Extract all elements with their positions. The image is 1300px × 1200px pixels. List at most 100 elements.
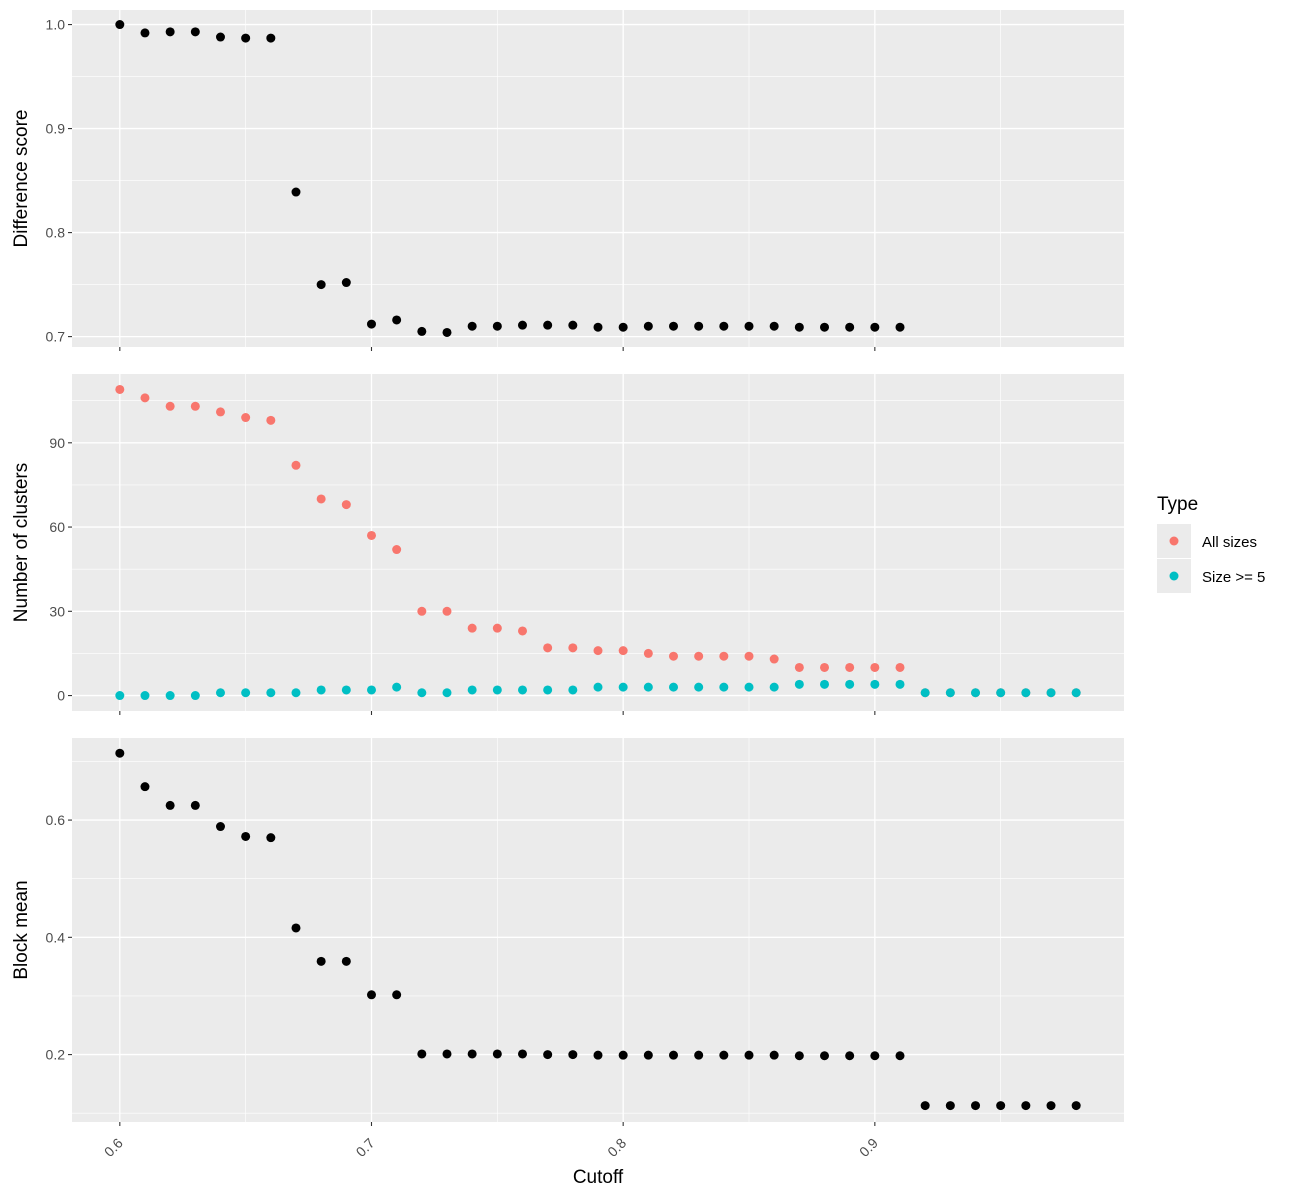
data-point [291,460,301,470]
y-tick-label: 0.8 [46,225,66,241]
data-point [618,1050,628,1060]
data-point [341,956,351,966]
y-tick-label: 30 [49,603,65,619]
panel-3: 0.2 0.4 0.6 0.6 0.7 0.8 0.9 Block mean [11,738,1124,1160]
legend-key-all-sizes [1169,536,1179,546]
data-point [215,822,225,832]
x-axis-title: Cutoff [573,1167,624,1188]
data-point [190,691,200,701]
data-point [467,685,477,695]
data-point [467,623,477,633]
data-point [115,748,125,758]
data-point [215,688,225,698]
data-point [543,320,553,330]
data-point [1071,688,1081,698]
data-point [366,530,376,540]
data-point [694,682,704,692]
y-tick-label: 0.9 [46,121,66,137]
legend-label-all-sizes: All sizes [1202,534,1257,551]
data-point [769,321,779,331]
data-point [945,1101,955,1111]
data-point [719,651,729,661]
x-tick-label: 0.9 [856,1135,881,1160]
data-point [140,28,150,38]
data-point [820,662,830,672]
data-point [870,1051,880,1061]
y-axis-title: Block mean [11,880,32,979]
legend-label-size-5: Size >= 5 [1202,569,1265,586]
data-point [971,1101,981,1111]
data-point [769,682,779,692]
data-point [241,33,251,43]
data-point [543,685,553,695]
data-point [593,682,603,692]
legend-key-size-5 [1169,571,1179,581]
data-point [115,384,125,394]
data-point [568,643,578,653]
data-point [895,1051,905,1061]
data-point [820,679,830,689]
data-point [341,685,351,695]
data-point [517,320,527,330]
data-point [1021,688,1031,698]
data-point [694,321,704,331]
data-point [467,1049,477,1059]
data-point [694,1050,704,1060]
data-point [417,606,427,616]
data-point [442,606,452,616]
data-point [316,956,326,966]
data-point [920,1101,930,1111]
y-tick-label: 0.6 [46,812,66,828]
data-point [215,32,225,42]
data-point [316,280,326,290]
data-point [190,800,200,810]
data-point [996,688,1006,698]
y-tick-label: 60 [49,519,65,535]
data-point [568,685,578,695]
data-point [643,321,653,331]
data-point [190,27,200,37]
data-point [845,662,855,672]
data-point [442,688,452,698]
data-point [492,1049,502,1059]
data-point [568,320,578,330]
data-point [794,1051,804,1061]
x-tick-label: 0.8 [604,1135,629,1160]
data-point [971,688,981,698]
data-point [845,679,855,689]
data-point [215,407,225,417]
data-point [719,1050,729,1060]
data-point [266,833,276,843]
data-point [669,651,679,661]
data-point [820,1051,830,1061]
data-point [593,646,603,656]
data-point [996,1101,1006,1111]
data-point [568,1050,578,1060]
data-point [417,688,427,698]
data-point [794,662,804,672]
series-1 [115,384,1081,698]
data-point [744,321,754,331]
data-point [543,1050,553,1060]
data-point [845,1051,855,1061]
data-point [1046,688,1056,698]
data-point [190,401,200,411]
data-point [669,682,679,692]
data-point [895,322,905,332]
data-point [241,413,251,423]
data-point [241,688,251,698]
data-point [895,662,905,672]
panel-1: 0.7 0.8 0.9 1.0 Difference score [11,10,1124,351]
data-point [643,648,653,658]
data-point [165,27,175,37]
data-point [266,33,276,43]
data-point [165,691,175,701]
data-point [845,322,855,332]
data-point [417,1049,427,1059]
data-point [316,494,326,504]
y-axis-title: Number of clusters [11,463,32,622]
x-tick-label: 0.6 [101,1135,126,1160]
data-point [593,1050,603,1060]
data-point [392,315,402,325]
y-axis-title: Difference score [11,110,32,248]
